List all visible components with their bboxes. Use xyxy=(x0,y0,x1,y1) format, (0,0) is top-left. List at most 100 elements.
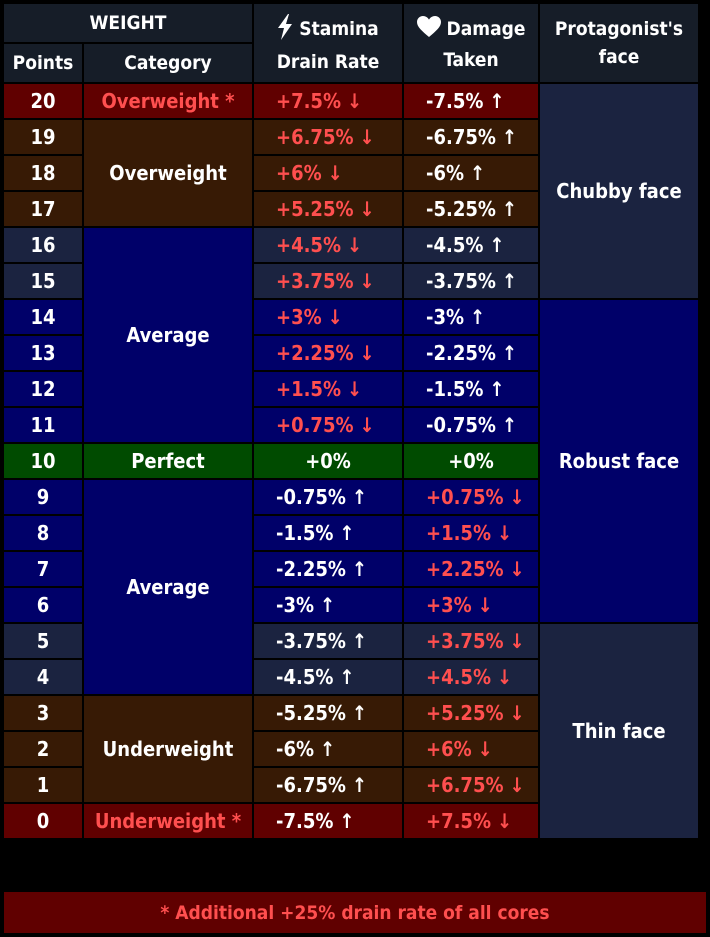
damage-value: +6.75% xyxy=(426,773,504,797)
damage-cell: +3% ↓ xyxy=(402,586,540,624)
category-cell-overweight: Overweight xyxy=(82,118,254,228)
damage-value: -7.5% xyxy=(426,89,484,113)
damage-value: -6% xyxy=(426,161,465,185)
arrow-up-icon: ↑ xyxy=(339,809,355,833)
arrow-down-icon: ↓ xyxy=(359,269,375,293)
stamina-cell: +0.75% ↓ xyxy=(252,406,404,444)
damage-cell: -3.75% ↑ xyxy=(402,262,540,300)
arrow-down-icon: ↓ xyxy=(496,809,513,833)
table-row: 1 -6.75% ↑ +6.75% ↓ xyxy=(2,766,699,804)
footnote: * Additional +25% drain rate of all core… xyxy=(2,890,708,935)
weight-header: WEIGHT xyxy=(2,2,254,44)
category-header: Category xyxy=(82,42,254,84)
damage-cell: -5.25% ↑ xyxy=(402,190,540,228)
table-row: 6 -3% ↑ +3% ↓ xyxy=(2,586,699,624)
arrow-up-icon: ↑ xyxy=(470,161,486,185)
arrow-down-icon: ↓ xyxy=(359,341,375,365)
face-header-line2: face xyxy=(598,46,640,68)
points-cell: 2 xyxy=(2,730,84,768)
damage-header: Damage Taken xyxy=(402,2,540,84)
stamina-value: -6.75% xyxy=(276,773,346,797)
stamina-cell: -6.75% ↑ xyxy=(252,766,404,804)
stamina-cell: +3.75% ↓ xyxy=(252,262,404,300)
stamina-value: +0.75% xyxy=(276,413,354,437)
arrow-up-icon: ↑ xyxy=(489,377,505,401)
damage-cell: -1.5% ↑ xyxy=(402,370,540,408)
table-row: 18 +6% ↓ -6% ↑ xyxy=(2,154,699,192)
arrow-down-icon: ↓ xyxy=(496,521,513,545)
arrow-up-icon: ↑ xyxy=(489,233,505,257)
damage-cell: +6.75% ↓ xyxy=(402,766,540,804)
arrow-up-icon: ↑ xyxy=(501,125,517,149)
points-cell: 9 xyxy=(2,478,84,516)
table-row: 4 -4.5% ↑ +4.5% ↓ xyxy=(2,658,699,696)
arrow-down-icon: ↓ xyxy=(346,233,363,257)
stamina-cell: +3% ↓ xyxy=(252,298,404,336)
damage-cell: -7.5% ↑ xyxy=(402,82,540,120)
face-header-line1: Protagonist's xyxy=(554,18,684,40)
arrow-down-icon: ↓ xyxy=(509,557,525,581)
stamina-cell: +5.25% ↓ xyxy=(252,190,404,228)
stamina-value: -0.75% xyxy=(276,485,346,509)
points-cell: 10 xyxy=(2,442,84,480)
arrow-up-icon: ↑ xyxy=(470,305,486,329)
arrow-up-icon: ↑ xyxy=(351,557,367,581)
arrow-up-icon: ↑ xyxy=(320,593,336,617)
stamina-cell: +0% xyxy=(252,442,404,480)
damage-value: +3.75% xyxy=(426,629,504,653)
arrow-down-icon: ↓ xyxy=(477,593,493,617)
damage-cell: -3% ↑ xyxy=(402,298,540,336)
points-cell: 5 xyxy=(2,622,84,660)
arrow-down-icon: ↓ xyxy=(509,485,525,509)
stamina-value: +0% xyxy=(305,449,351,473)
arrow-up-icon: ↑ xyxy=(339,521,355,545)
face-header: Protagonist's face xyxy=(538,2,700,84)
stamina-value: -5.25% xyxy=(276,701,346,725)
category-cell-underweight: Underweight xyxy=(82,694,254,804)
table-row: 7 -2.25% ↑ +2.25% ↓ xyxy=(2,550,699,588)
arrow-up-icon: ↑ xyxy=(501,269,517,293)
stamina-header-line1: Stamina xyxy=(299,18,379,40)
heart-icon xyxy=(416,15,441,43)
stamina-cell: -6% ↑ xyxy=(252,730,404,768)
damage-cell: +0% xyxy=(402,442,540,480)
table-row: 9 Average -0.75% ↑ +0.75% ↓ xyxy=(2,478,699,696)
damage-cell: +5.25% ↓ xyxy=(402,694,540,732)
stamina-cell: -7.5% ↑ xyxy=(252,802,404,840)
stamina-cell: -1.5% ↑ xyxy=(252,514,404,552)
table-row: 0 Underweight * -7.5% ↑ +7.5% ↓ xyxy=(2,802,699,840)
damage-cell: -2.25% ↑ xyxy=(402,334,540,372)
arrow-down-icon: ↓ xyxy=(509,701,525,725)
points-cell: 17 xyxy=(2,190,84,228)
arrow-down-icon: ↓ xyxy=(496,665,513,689)
stamina-cell: -2.25% ↑ xyxy=(252,550,404,588)
damage-cell: +4.5% ↓ xyxy=(402,658,540,696)
damage-value: +5.25% xyxy=(426,701,504,725)
stamina-cell: +6.75% ↓ xyxy=(252,118,404,156)
stamina-value: +1.5% xyxy=(276,377,341,401)
table-row: 17 +5.25% ↓ -5.25% ↑ xyxy=(2,190,699,228)
arrow-up-icon: ↑ xyxy=(339,665,355,689)
damage-value: -1.5% xyxy=(426,377,484,401)
face-cell-robust: Robust face xyxy=(538,298,700,624)
stamina-header-line2: Drain Rate xyxy=(276,50,380,73)
arrow-up-icon: ↑ xyxy=(501,413,517,437)
arrow-down-icon: ↓ xyxy=(359,125,375,149)
damage-value: +3% xyxy=(426,593,472,617)
arrow-down-icon: ↓ xyxy=(327,161,343,185)
damage-cell: -6% ↑ xyxy=(402,154,540,192)
stamina-cell: +2.25% ↓ xyxy=(252,334,404,372)
damage-value: +0.75% xyxy=(426,485,504,509)
stamina-value: +3% xyxy=(276,305,322,329)
stamina-cell: -0.75% ↑ xyxy=(252,478,404,516)
points-cell: 13 xyxy=(2,334,84,372)
damage-header-line1: Damage xyxy=(446,18,526,40)
points-cell: 12 xyxy=(2,370,84,408)
arrow-up-icon: ↑ xyxy=(501,341,517,365)
points-cell: 20 xyxy=(2,82,84,120)
points-cell: 7 xyxy=(2,550,84,588)
category-cell-underweight-star: Underweight * xyxy=(82,802,254,840)
category-cell-average-lower: Average xyxy=(82,478,254,696)
stamina-cell: +6% ↓ xyxy=(252,154,404,192)
points-cell: 15 xyxy=(2,262,84,300)
